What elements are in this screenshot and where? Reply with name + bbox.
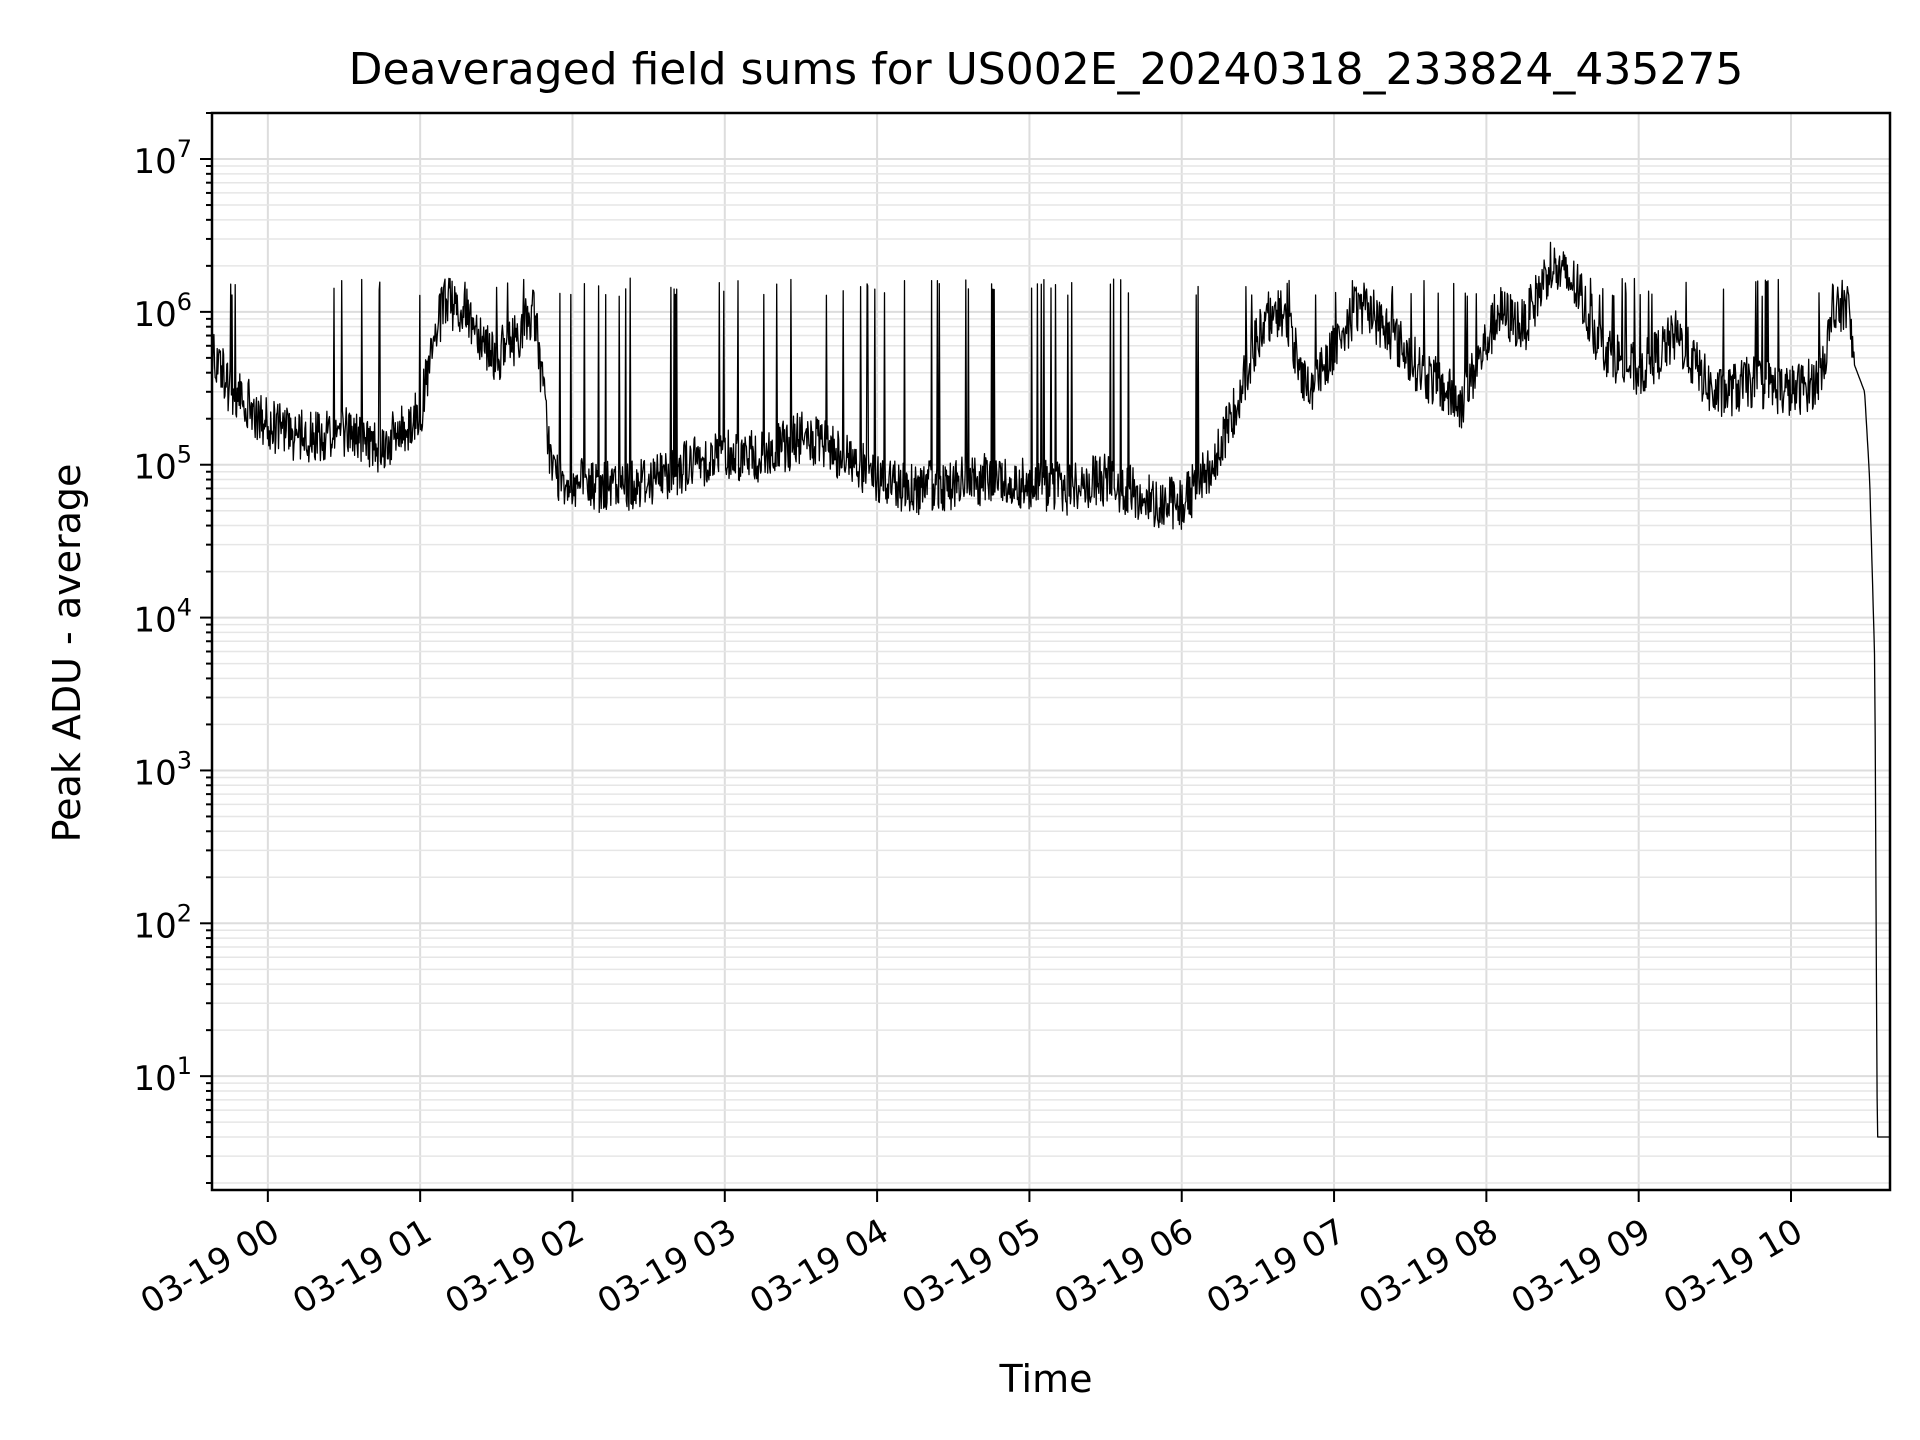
y-tick-label-exponent: 4 — [177, 594, 192, 622]
y-tick-label: 103 — [133, 746, 192, 793]
y-tick-label-base: 10 — [133, 1059, 176, 1099]
y-axis-label: Peak ADU - average — [45, 464, 89, 843]
y-tick-label-base: 10 — [133, 448, 176, 488]
grid — [212, 112, 1890, 1190]
y-tick-label-base: 10 — [133, 753, 176, 793]
y-tick-label: 101 — [133, 1052, 192, 1099]
y-tick-label-exponent: 6 — [177, 288, 192, 316]
y-tick-label-exponent: 5 — [177, 441, 192, 469]
y-tick-label-exponent: 3 — [177, 746, 192, 774]
y-tick-label-base: 10 — [133, 295, 176, 335]
chart-title: Deaveraged field sums for US002E_2024031… — [349, 44, 1744, 95]
y-tick-label: 102 — [133, 899, 192, 946]
y-tick-label-base: 10 — [133, 142, 176, 182]
y-tick-label-exponent: 7 — [177, 135, 192, 163]
y-tick-label-exponent: 1 — [177, 1052, 192, 1080]
y-tick-label-base: 10 — [133, 906, 176, 946]
y-tick-label: 104 — [133, 594, 192, 641]
x-axis-label: Time — [999, 1357, 1093, 1401]
ticks — [200, 112, 1792, 1202]
y-tick-label: 106 — [133, 288, 192, 335]
y-tick-label: 107 — [133, 135, 192, 182]
y-tick-label-base: 10 — [133, 601, 176, 641]
y-tick-label: 105 — [133, 441, 192, 488]
series-line — [211, 241, 1891, 1138]
y-tick-label-exponent: 2 — [177, 899, 192, 927]
